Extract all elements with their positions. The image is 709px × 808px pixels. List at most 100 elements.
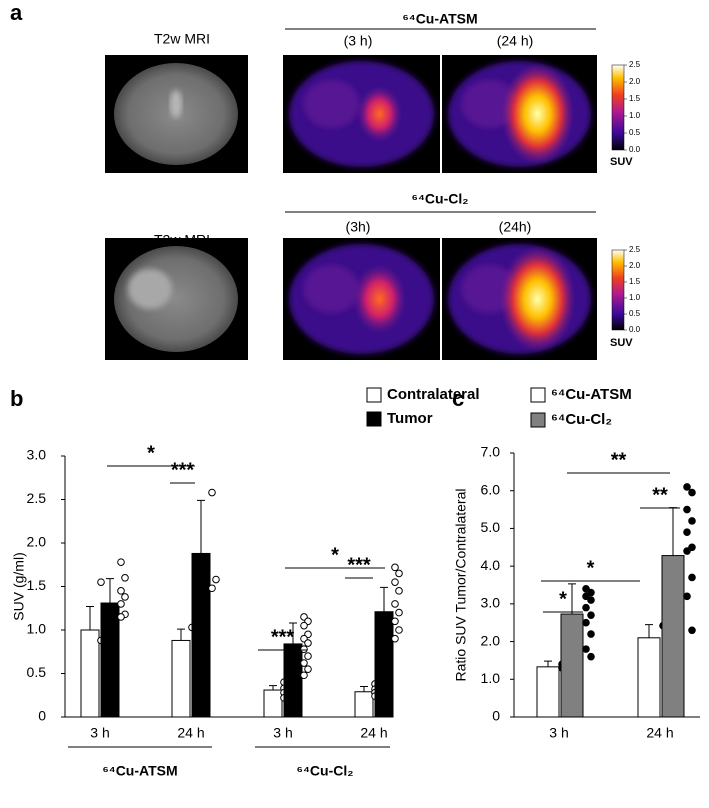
data-point — [212, 575, 220, 584]
data-point — [300, 671, 308, 680]
x-tick-label: 24 h — [360, 725, 387, 741]
data-point — [208, 584, 216, 593]
data-point — [395, 626, 403, 634]
y-tick-label: 5.0 — [481, 519, 501, 535]
charts: 0 0.5 1.0 1.5 2.0 2.5 3.0 SUV (g/ml) 3 h 24 h 3 h 2… — [11, 386, 700, 779]
data-point — [587, 611, 595, 619]
data-point — [117, 600, 125, 608]
data-point — [587, 588, 595, 597]
error-bar — [645, 624, 653, 638]
x-tick-label: 3 h — [549, 725, 568, 741]
y-tick-label: 4.0 — [481, 557, 501, 573]
significance-label: *** — [271, 626, 295, 648]
colorbar-tick-label: 0.5 — [629, 309, 641, 318]
colorbar-tick-label: 0.5 — [629, 128, 641, 137]
y-tick-label: 7.0 — [481, 444, 501, 460]
error-bar — [669, 507, 677, 556]
data-point — [688, 573, 696, 582]
time-label: (3 h) — [344, 33, 373, 49]
data-point — [582, 603, 590, 612]
time-label: (24 h) — [497, 33, 534, 49]
data-point — [395, 569, 403, 578]
panel-a: T2w MRI ⁶⁴Cu-ATSM (3 h) (24 h) 0.0 0.5 1.0 1.5 2… — [105, 11, 641, 360]
data-point — [391, 617, 399, 626]
y-tick-label: 2.0 — [481, 632, 501, 648]
bar — [80, 629, 100, 718]
pet-region — [303, 265, 360, 313]
colorbar-tick-label: 2.5 — [629, 245, 641, 254]
bar — [637, 637, 661, 718]
colorbar-label: SUV — [610, 156, 633, 168]
data-point — [117, 587, 125, 595]
data-point — [688, 517, 696, 525]
legend-label: Tumor — [387, 410, 433, 427]
error-bar — [269, 685, 277, 691]
legend-label: ⁶⁴Cu-Cl₂ — [551, 411, 612, 428]
image-title: T2w MRI — [154, 31, 210, 47]
bar — [536, 666, 560, 718]
data-point — [300, 645, 308, 653]
colorbar-tick-label: 0.0 — [629, 325, 641, 334]
y-axis-title: SUV (g/ml) — [11, 552, 27, 620]
data-point — [391, 634, 399, 643]
legend-label: Contralateral — [387, 386, 480, 403]
data-point — [391, 600, 399, 608]
bar — [661, 555, 685, 718]
y-tick-label: 1.0 — [27, 621, 47, 637]
tracer-title: ⁶⁴Cu-ATSM — [402, 11, 477, 27]
data-point — [688, 543, 696, 552]
x-tick-label: 3 h — [90, 725, 109, 741]
error-bar — [568, 583, 576, 615]
panel-label: a — [10, 0, 23, 25]
x-tick-label: 24 h — [646, 725, 673, 741]
legend-swatch — [366, 411, 382, 427]
error-bar — [360, 686, 368, 692]
data-point — [304, 652, 312, 660]
data-point — [683, 483, 691, 491]
data-point — [688, 626, 696, 635]
colorbar-tick-label: 1.0 — [629, 111, 641, 120]
y-tick-label: 1.5 — [27, 577, 47, 593]
colorbar-tick-label: 1.5 — [629, 277, 641, 286]
pet-uptake — [500, 63, 575, 165]
x-tick-label: 24 h — [177, 725, 204, 741]
error-bar — [106, 578, 114, 604]
legend-swatch — [530, 387, 546, 403]
error-bar — [86, 606, 94, 630]
colorbar-tick-label: 1.5 — [629, 94, 641, 103]
significance-label: * — [587, 557, 595, 579]
y-tick-label: 6.0 — [481, 481, 501, 497]
mri-feature — [128, 269, 172, 309]
significance-label: *** — [171, 459, 195, 481]
data-point — [300, 659, 308, 667]
colorbar-label: SUV — [610, 337, 633, 349]
colorbar-tick-label: 0.0 — [629, 145, 641, 154]
bar — [374, 611, 394, 718]
significance-label: ** — [652, 484, 668, 506]
time-label: (24h) — [499, 219, 532, 235]
data-point — [304, 639, 312, 647]
group-label: ⁶⁴Cu-Cl₂ — [297, 763, 354, 779]
error-bar — [197, 499, 205, 554]
data-point — [117, 613, 125, 621]
legend-label: ⁶⁴Cu-ATSM — [551, 386, 632, 403]
bar — [283, 643, 303, 718]
data-point — [582, 645, 590, 653]
bar — [560, 613, 584, 718]
panel-label: b — [10, 386, 23, 411]
significance-label: * — [559, 588, 567, 610]
data-point — [121, 574, 129, 582]
error-bar — [289, 622, 297, 644]
pet-uptake — [499, 246, 576, 352]
colorbar-tick-label: 1.0 — [629, 293, 641, 302]
y-tick-label: 0 — [492, 708, 500, 724]
legend-swatch — [530, 412, 546, 428]
significance-label: * — [147, 442, 155, 464]
data-point — [97, 578, 105, 586]
data-point — [587, 652, 595, 661]
y-tick-label: 0.5 — [27, 664, 47, 680]
data-point — [587, 630, 595, 638]
panel-label: c — [452, 386, 464, 411]
y-axis-title: Ratio SUV Tumor/Contralateral — [453, 489, 469, 682]
